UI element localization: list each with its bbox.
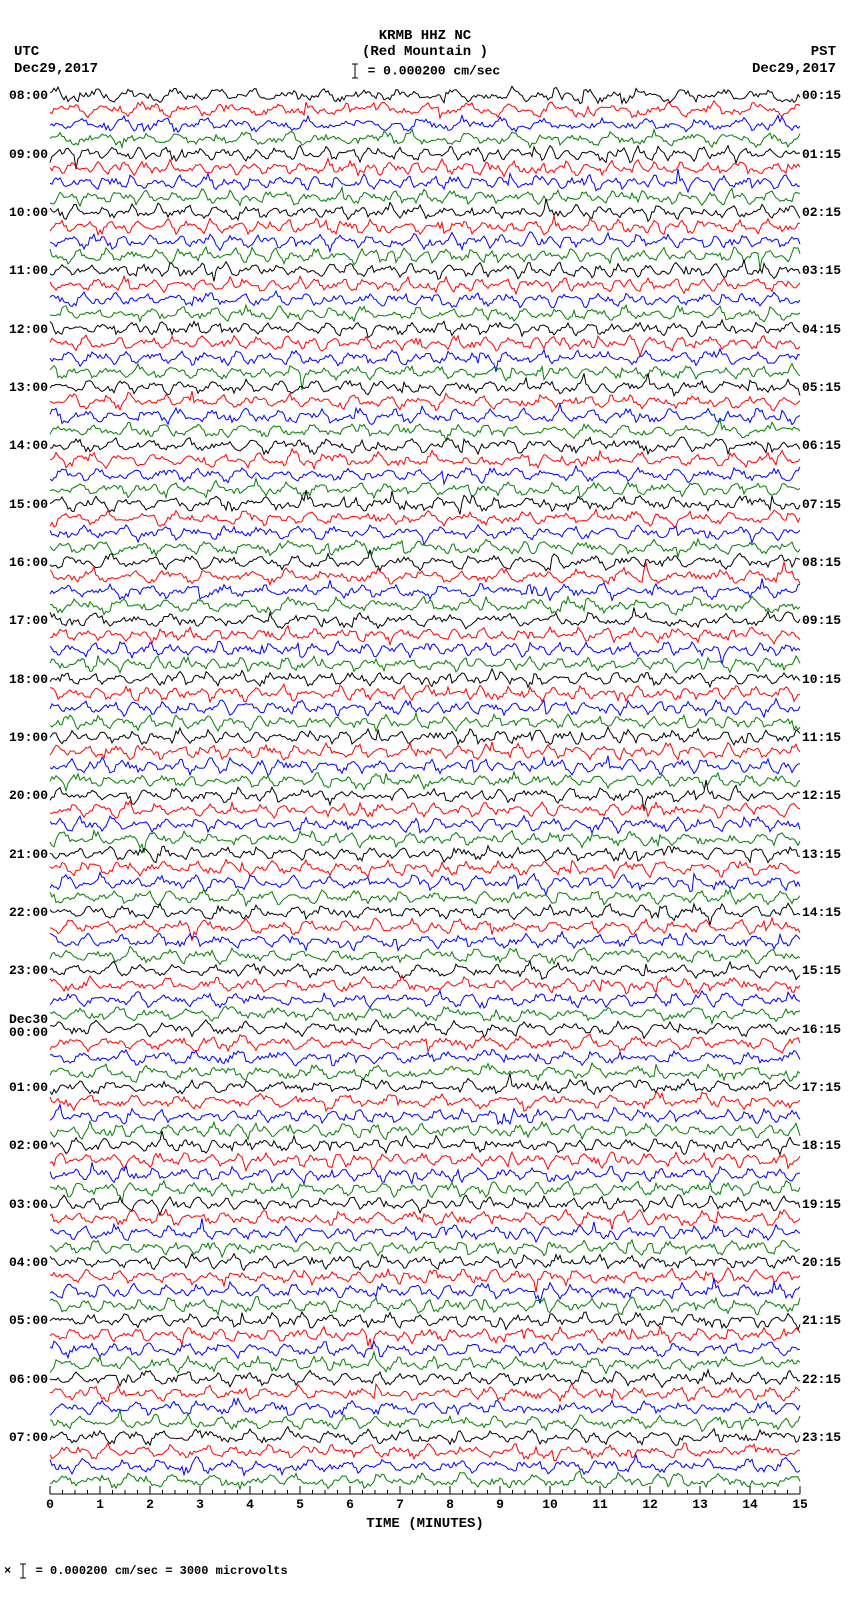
x-axis-label: TIME (MINUTES) — [0, 1516, 850, 1532]
tz-right-block: PST Dec29,2017 — [752, 44, 836, 78]
pst-hour-label: 07:15 — [802, 498, 841, 511]
pst-hour-label: 13:15 — [802, 848, 841, 861]
pst-hour-label: 15:15 — [802, 964, 841, 977]
station-location: (Red Mountain ) — [0, 44, 850, 60]
scale-text: = 0.000200 cm/sec — [360, 63, 500, 78]
pst-hour-label: 14:15 — [802, 906, 841, 919]
pst-hour-label: 23:15 — [802, 1431, 841, 1444]
pst-hour-label: 02:15 — [802, 206, 841, 219]
pst-hour-label: 22:15 — [802, 1373, 841, 1386]
pst-hour-label: 06:15 — [802, 439, 841, 452]
pst-hour-label: 10:15 — [802, 673, 841, 686]
tz-left-date: Dec29,2017 — [14, 61, 98, 78]
pst-hour-label: 04:15 — [802, 323, 841, 336]
pst-hour-label: 20:15 — [802, 1256, 841, 1269]
footer-text: = 0.000200 cm/sec = 3000 microvolts — [28, 1564, 287, 1578]
pst-hour-label: 12:15 — [802, 789, 841, 802]
pst-hour-label: 11:15 — [802, 731, 841, 744]
footer-scale: × = 0.000200 cm/sec = 3000 microvolts — [0, 1532, 850, 1590]
pst-hour-label: 03:15 — [802, 264, 841, 277]
pst-hour-label: 05:15 — [802, 381, 841, 394]
pst-hour-label: 17:15 — [802, 1081, 841, 1094]
pst-hour-label: 09:15 — [802, 614, 841, 627]
plot-area: 08:0009:0010:0011:0012:0013:0014:0015:00… — [0, 84, 850, 1514]
pst-hour-label: 19:15 — [802, 1198, 841, 1211]
header: KRMB HHZ NC (Red Mountain ) = 0.000200 c… — [0, 0, 850, 80]
seismogram-container: UTC Dec29,2017 PST Dec29,2017 KRMB HHZ N… — [0, 0, 850, 1590]
tz-right-name: PST — [752, 44, 836, 61]
tz-left-name: UTC — [14, 44, 98, 61]
pst-hour-label: 00:15 — [802, 89, 841, 102]
pst-hour-label: 16:15 — [802, 1023, 841, 1036]
scale-legend: = 0.000200 cm/sec — [0, 62, 850, 80]
pst-hour-label: 01:15 — [802, 148, 841, 161]
scale-bar-icon — [350, 62, 360, 80]
pst-time-labels: 00:15 01:15 02:15 03:15 04:15 05:15 06:15 07:15… — [0, 84, 850, 1514]
station-code: KRMB HHZ NC — [0, 28, 850, 44]
tz-left-block: UTC Dec29,2017 — [14, 44, 98, 78]
pst-hour-label: 18:15 — [802, 1139, 841, 1152]
footer-prefix: × — [4, 1564, 11, 1578]
footer-scale-bar-icon — [18, 1562, 28, 1580]
pst-hour-label: 08:15 — [802, 556, 841, 569]
tz-right-date: Dec29,2017 — [752, 61, 836, 78]
pst-hour-label: 21:15 — [802, 1314, 841, 1327]
